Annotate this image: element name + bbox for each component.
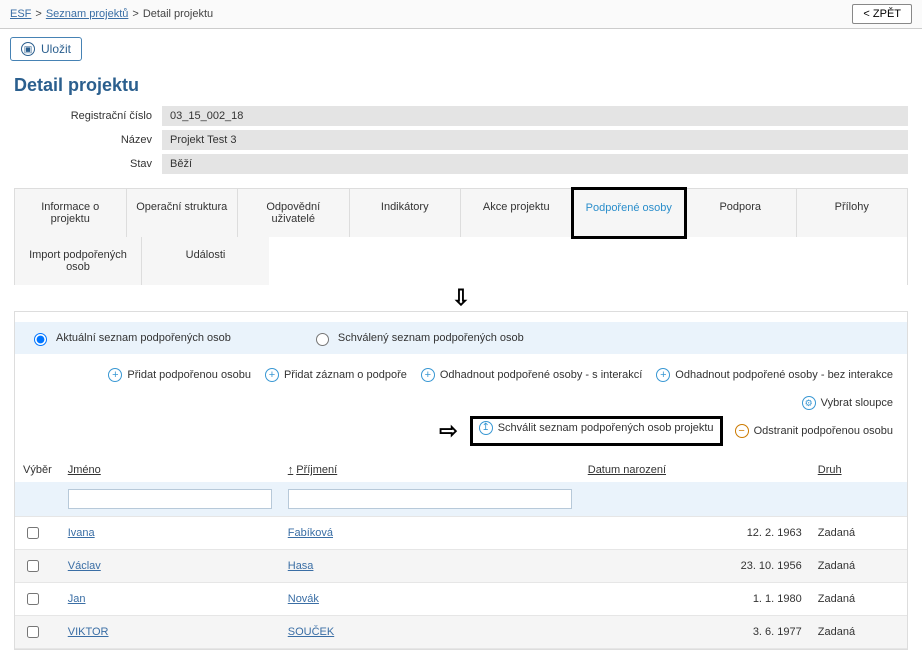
- row-dob: 1. 1. 1980: [580, 583, 810, 616]
- tab-import[interactable]: Import podpořených osob: [15, 237, 142, 285]
- persons-table: Výběr Jméno Příjmení Datum narození Druh: [15, 458, 907, 649]
- save-icon: ▣: [21, 42, 35, 56]
- breadcrumb-list[interactable]: Seznam projektů: [46, 8, 129, 20]
- radio-approved-input[interactable]: [316, 333, 329, 346]
- radio-current[interactable]: Aktuální seznam podpořených osob: [29, 330, 231, 346]
- add-person-button[interactable]: + Přidat podpořenou osobu: [108, 368, 251, 382]
- row-firstname[interactable]: Václav: [68, 560, 101, 572]
- remove-person-button[interactable]: − Odstranit podpořenou osobu: [735, 418, 893, 444]
- select-columns-button[interactable]: ⚙ Vybrat sloupce: [802, 396, 893, 410]
- tab-persons[interactable]: Podpořené osoby: [571, 187, 688, 239]
- tab-attachments[interactable]: Přílohy: [797, 189, 908, 237]
- radio-approved-label: Schválený seznam podpořených osob: [338, 332, 524, 344]
- state-value: Běží: [162, 154, 908, 174]
- col-dob[interactable]: Datum narození: [580, 458, 810, 482]
- save-button[interactable]: ▣ Uložit: [10, 37, 82, 61]
- table-row: VIKTOR SOUČEK 3. 6. 1977 Zadaná: [15, 616, 907, 649]
- callout-arrow-down-icon: ⇩: [0, 285, 922, 311]
- approve-list-button[interactable]: ↥ Schválit seznam podpořených osob proje…: [479, 421, 714, 435]
- estimate-without-button[interactable]: + Odhadnout podpořené osoby - bez intera…: [656, 368, 893, 382]
- row-dob: 23. 10. 1956: [580, 550, 810, 583]
- page-title: Detail projektu: [14, 75, 908, 96]
- tab-actions[interactable]: Akce projektu: [461, 189, 573, 237]
- row-checkbox[interactable]: [27, 527, 39, 539]
- row-firstname[interactable]: Jan: [68, 593, 86, 605]
- row-type: Zadaná: [810, 616, 907, 649]
- tabs-row-2: Import podpořených osob Události: [14, 237, 908, 285]
- plus-icon: +: [421, 368, 435, 382]
- actions-row-2: ⇨ ↥ Schválit seznam podpořených osob pro…: [15, 416, 907, 450]
- row-checkbox[interactable]: [27, 560, 39, 572]
- actions-row-1: + Přidat podpořenou osobu + Přidat zázna…: [15, 364, 907, 416]
- col-firstname[interactable]: Jméno: [60, 458, 280, 482]
- radio-approved[interactable]: Schválený seznam podpořených osob: [311, 330, 524, 346]
- callout-arrow-right-icon: ⇨: [439, 418, 457, 444]
- breadcrumb: ESF > Seznam projektů > Detail projektu: [10, 8, 213, 20]
- save-button-label: Uložit: [41, 42, 71, 56]
- breadcrumb-root[interactable]: ESF: [10, 8, 31, 20]
- row-type: Zadaná: [810, 583, 907, 616]
- row-surname[interactable]: SOUČEK: [288, 626, 334, 638]
- row-firstname[interactable]: VIKTOR: [68, 626, 109, 638]
- row-firstname[interactable]: Ivana: [68, 527, 95, 539]
- reg-no-value: 03_15_002_18: [162, 106, 908, 126]
- tab-support[interactable]: Podpora: [685, 189, 797, 237]
- tab-users[interactable]: Odpovědní uživatelé: [238, 189, 350, 237]
- row-type: Zadaná: [810, 550, 907, 583]
- row-dob: 3. 6. 1977: [580, 616, 810, 649]
- estimate-with-button[interactable]: + Odhadnout podpořené osoby - s interakc…: [421, 368, 642, 382]
- row-surname[interactable]: Novák: [288, 593, 319, 605]
- back-button[interactable]: < ZPĚT: [852, 4, 912, 24]
- table-row: Ivana Fabíková 12. 2. 1963 Zadaná: [15, 517, 907, 550]
- upload-icon: ↥: [479, 421, 493, 435]
- filter-row: [15, 482, 907, 517]
- state-label: Stav: [14, 158, 162, 170]
- filter-firstname[interactable]: [68, 489, 272, 509]
- tab-content: Aktuální seznam podpořených osob Schvále…: [14, 311, 908, 650]
- row-checkbox[interactable]: [27, 593, 39, 605]
- tab-info[interactable]: Informace o projektu: [15, 189, 127, 237]
- radio-current-label: Aktuální seznam podpořených osob: [56, 332, 231, 344]
- row-dob: 12. 2. 1963: [580, 517, 810, 550]
- cog-icon: ⚙: [802, 396, 816, 410]
- filter-surname[interactable]: [288, 489, 572, 509]
- tab-org[interactable]: Operační struktura: [127, 189, 239, 237]
- plus-icon: +: [108, 368, 122, 382]
- row-type: Zadaná: [810, 517, 907, 550]
- reg-no-label: Registrační číslo: [14, 110, 162, 122]
- plus-icon: +: [656, 368, 670, 382]
- col-surname[interactable]: Příjmení: [280, 458, 580, 482]
- row-surname[interactable]: Fabíková: [288, 527, 333, 539]
- plus-icon: +: [265, 368, 279, 382]
- table-row: Jan Novák 1. 1. 1980 Zadaná: [15, 583, 907, 616]
- radio-current-input[interactable]: [34, 333, 47, 346]
- col-type[interactable]: Druh: [810, 458, 907, 482]
- add-record-button[interactable]: + Přidat záznam o podpoře: [265, 368, 407, 382]
- col-select: Výběr: [15, 458, 60, 482]
- detail-fields: Registrační číslo 03_15_002_18 Název Pro…: [14, 106, 908, 174]
- row-checkbox[interactable]: [27, 626, 39, 638]
- list-mode-bar: Aktuální seznam podpořených osob Schvále…: [15, 322, 907, 354]
- name-value: Projekt Test 3: [162, 130, 908, 150]
- row-surname[interactable]: Hasa: [288, 560, 314, 572]
- breadcrumb-current: Detail projektu: [143, 8, 213, 20]
- name-label: Název: [14, 134, 162, 146]
- tabs-row-1: Informace o projektu Operační struktura …: [14, 188, 908, 237]
- tab-indicators[interactable]: Indikátory: [350, 189, 462, 237]
- minus-icon: −: [735, 424, 749, 438]
- table-row: Václav Hasa 23. 10. 1956 Zadaná: [15, 550, 907, 583]
- tab-events[interactable]: Události: [142, 237, 269, 285]
- approve-highlight: ↥ Schválit seznam podpořených osob proje…: [470, 416, 723, 446]
- top-bar: ESF > Seznam projektů > Detail projektu …: [0, 0, 922, 29]
